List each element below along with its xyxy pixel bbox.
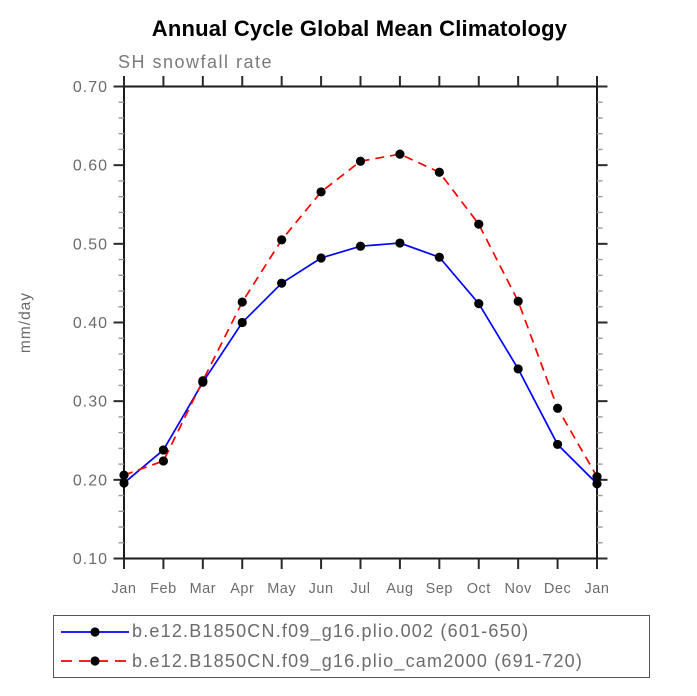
data-point-marker: [158, 445, 169, 455]
y-tick-label: 0.10: [73, 551, 108, 568]
legend-label: b.e12.B1850CN.f09_g16.plio_cam2000 (691-…: [132, 650, 584, 671]
x-tick-label: Mar: [190, 581, 216, 597]
legend-item-plio002: b.e12.B1850CN.f09_g16.plio.002 (601-650): [54, 618, 649, 645]
data-point-marker: [592, 472, 602, 482]
data-point-marker: [316, 187, 326, 197]
data-point-marker: [474, 219, 484, 229]
y-axis-ticks: 0.10 0.20 0.30 0.40 0.50 0.60 0.70: [73, 79, 608, 568]
x-tick-label: Feb: [150, 581, 177, 597]
series-line-0: [123, 242, 598, 485]
legend-marker-icon: [90, 627, 100, 637]
x-tick-label: Apr: [230, 581, 254, 597]
data-point-marker: [552, 403, 563, 413]
legend-marker-icon: [90, 656, 100, 666]
data-point-marker: [474, 299, 484, 309]
legend-line-sample-solid: [61, 627, 129, 637]
x-tick-label: Jan: [585, 581, 610, 597]
data-point-marker: [434, 252, 444, 262]
x-tick-label: Nov: [505, 581, 533, 597]
series-markers-0: [119, 238, 602, 489]
x-tick-label: May: [267, 581, 296, 597]
legend-line-sample-dashed: [61, 656, 129, 666]
y-tick-label: 0.40: [73, 315, 108, 332]
data-point-marker: [513, 296, 523, 306]
data-point-marker: [513, 364, 523, 374]
data-point-marker: [198, 376, 208, 386]
data-point-marker: [552, 439, 563, 450]
y-tick-label: 0.50: [73, 236, 108, 253]
x-tick-label: Jun: [309, 581, 334, 597]
data-point-marker: [395, 238, 405, 248]
x-tick-label: Sep: [426, 581, 453, 597]
data-point-marker: [355, 241, 366, 251]
series-markers-1: [119, 149, 602, 482]
x-tick-label: Dec: [544, 581, 571, 597]
data-point-marker: [277, 235, 287, 245]
y-tick-label: 0.30: [73, 394, 108, 411]
legend-item-plio-cam2000: b.e12.B1850CN.f09_g16.plio_cam2000 (691-…: [54, 648, 649, 675]
y-tick-label: 0.60: [73, 158, 108, 175]
y-tick-label: 0.70: [73, 79, 108, 96]
data-point-marker: [316, 253, 326, 263]
data-point-marker: [119, 470, 129, 480]
x-tick-label: Aug: [386, 581, 413, 597]
chart-title: Annual Cycle Global Mean Climatology: [151, 16, 568, 41]
legend-label: b.e12.B1850CN.f09_g16.plio.002 (601-650): [132, 621, 530, 642]
legend-box: b.e12.B1850CN.f09_g16.plio.002 (601-650)…: [53, 615, 650, 678]
data-point-marker: [395, 149, 405, 159]
data-point-marker: [355, 156, 366, 166]
data-point-marker: [119, 478, 129, 488]
chart-subtitle: SH snowfall rate: [118, 52, 274, 72]
data-point-marker: [434, 167, 444, 177]
y-tick-label: 0.20: [73, 472, 108, 489]
plot-canvas: 0.10 0.20 0.30 0.40 0.50 0.60 0.70 Jan Feb Mar Apr…: [17, 76, 610, 597]
data-point-marker: [277, 278, 287, 288]
x-axis-ticks: Jan Feb Mar Apr May Jun Jul Aug Sep Oct Nov Dec Jan: [112, 76, 610, 597]
y-axis-label: mm/day: [17, 292, 34, 353]
x-tick-label: Oct: [467, 581, 491, 597]
data-point-marker: [237, 317, 247, 328]
data-point-marker: [592, 479, 602, 489]
data-point-marker: [237, 297, 247, 307]
series-line-1: [123, 153, 598, 478]
x-tick-label: Jul: [350, 581, 370, 597]
x-tick-label: Jan: [112, 581, 137, 597]
data-point-marker: [158, 456, 169, 466]
